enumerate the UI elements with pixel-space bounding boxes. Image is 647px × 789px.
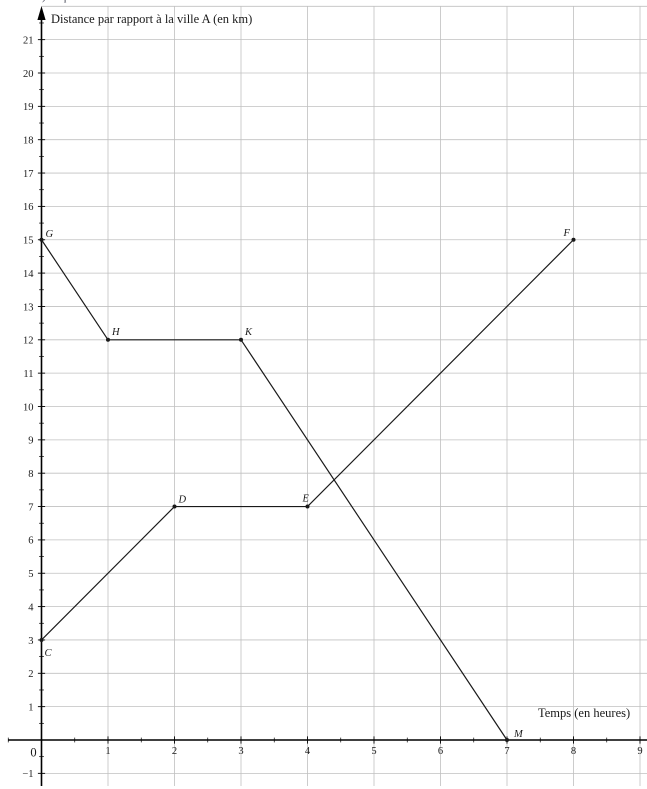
- x-tick-label: 2: [172, 746, 177, 757]
- point-label-F: F: [563, 228, 571, 239]
- y-tick-label: 12: [23, 336, 34, 347]
- y-tick-label: 20: [23, 69, 34, 80]
- y-tick-label: 5: [28, 569, 33, 580]
- y-tick-label: 17: [23, 169, 34, 180]
- y-tick-label: 19: [23, 102, 34, 113]
- path-C-D-E-F: [41, 239, 574, 641]
- y-axis-arrow-icon: [37, 6, 46, 20]
- question-text: b) À quelle distance de la ville A Pierr…: [36, 0, 342, 3]
- series-path-C-D-E-F: C D E F: [39, 228, 576, 659]
- grid-lines: [41, 5, 647, 786]
- y-tick-label: 16: [23, 202, 34, 213]
- y-tick-label: 3: [28, 636, 33, 647]
- axis-ticks: [7, 22, 641, 774]
- data-point-G: [39, 237, 44, 242]
- data-point-C: [39, 637, 44, 642]
- point-label-K: K: [244, 327, 253, 338]
- x-tick-label: 8: [571, 746, 576, 757]
- y-tick-label: 7: [28, 502, 33, 513]
- point-label-E: E: [302, 494, 310, 505]
- x-tick-label: 4: [305, 746, 311, 757]
- y-tick-label: 13: [23, 302, 34, 313]
- y-tick-label: 10: [23, 402, 34, 413]
- y-tick-label: 14: [23, 269, 34, 280]
- point-label-H: H: [111, 327, 121, 338]
- axes: [8, 6, 647, 786]
- x-tick-label: 9: [637, 746, 642, 757]
- data-point-M: [505, 738, 509, 742]
- y-tick-label: 11: [23, 369, 33, 380]
- data-point-H: [106, 337, 110, 342]
- tick-labels: 0 1 2 3 4 5 6 7 8 9−11234567891011121314151617181…: [22, 35, 642, 780]
- y-tick-label: 8: [28, 469, 33, 480]
- y-tick-label: 2: [28, 669, 33, 680]
- point-label-M: M: [513, 729, 524, 740]
- y-tick-label: 9: [28, 436, 33, 447]
- x-tick-label: 7: [504, 746, 509, 757]
- y-tick-label: 4: [28, 602, 34, 613]
- path-G-H-K-M: [41, 239, 508, 741]
- x-tick-label: 5: [371, 746, 376, 757]
- data-point-D: [172, 504, 177, 509]
- series-path-G-H-K-M: G H K M: [39, 229, 524, 742]
- point-label-G: G: [46, 229, 54, 240]
- y-tick-label: 1: [28, 702, 33, 713]
- y-tick-label: −1: [22, 769, 33, 780]
- x-tick-label: 1: [105, 746, 110, 757]
- point-label-D: D: [178, 495, 187, 506]
- x-tick-label: 0: [30, 746, 36, 760]
- data-point-E: [305, 504, 310, 509]
- x-tick-label: 6: [438, 746, 443, 757]
- point-label-C: C: [45, 648, 53, 659]
- x-tick-label: 3: [238, 746, 243, 757]
- y-tick-label: 6: [28, 536, 33, 547]
- clipped-question-line: b) À quelle distance de la ville A Pierr…: [0, 0, 647, 6]
- y-tick-label: 15: [23, 236, 34, 247]
- y-tick-label: 18: [23, 136, 34, 147]
- x-axis-title: Temps (en heures): [538, 706, 631, 720]
- data-point-K: [239, 337, 243, 342]
- data-point-F: [571, 237, 576, 242]
- y-axis-title: Distance par rapport à la ville A (en km…: [51, 12, 253, 26]
- y-tick-label: 21: [23, 35, 34, 46]
